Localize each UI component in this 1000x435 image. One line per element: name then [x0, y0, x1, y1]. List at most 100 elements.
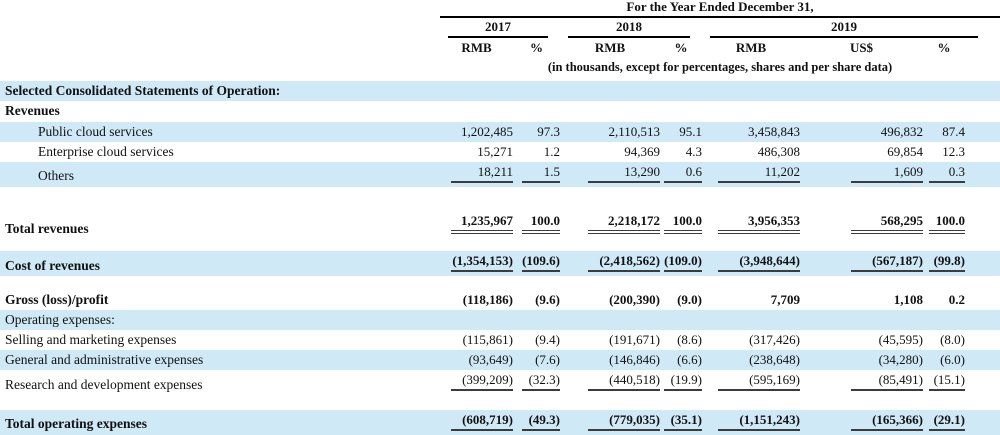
cell-value: 0.3: [923, 161, 965, 187]
cell-value: [440, 309, 513, 331]
year-2019-cell: 2019: [702, 18, 1000, 39]
table-row: Gross (loss)/profit (118,186) (9.6) (200,39…: [0, 290, 1000, 310]
row-fill: [965, 370, 1000, 395]
cell-value: 568,295: [800, 211, 923, 240]
cell-value: 2,110,513: [560, 121, 660, 142]
cell-value: 0.2: [948, 291, 965, 307]
row-label: Selected Consolidated Statements of Oper…: [0, 81, 440, 102]
cell-value: [440, 101, 513, 121]
cell-value: 69,854: [887, 143, 923, 159]
cell-value: 1.5: [513, 161, 560, 187]
cell-value: [440, 81, 513, 102]
cell-value: 18,211: [440, 161, 513, 187]
cell-value: 1,609: [800, 161, 923, 187]
cell-value: [560, 101, 660, 121]
row-fill: [965, 251, 1000, 276]
units-note: (in thousands, except for percentages, s…: [547, 60, 893, 75]
cell-value: (3,948,644): [702, 251, 800, 276]
header-label-spacer: [0, 38, 440, 57]
row-label: Public cloud services: [0, 121, 440, 142]
cell-value: 4.3: [685, 143, 702, 159]
col-header-pct-2017: %: [530, 40, 543, 56]
col-header-pct-2019: %: [937, 40, 951, 56]
cell-value: [702, 101, 800, 121]
cell-value: (8.6): [677, 332, 702, 348]
spacer-row: [0, 395, 1000, 411]
cell-value: [660, 81, 702, 102]
row-fill: [965, 211, 1000, 240]
cell-value: (1,151,243): [702, 410, 800, 435]
row-fill: [965, 330, 1000, 350]
cell-value: 7,709: [770, 291, 800, 307]
cell-value: 100.0: [923, 211, 965, 240]
header-label-spacer: [0, 0, 440, 18]
period-header-cell: For the Year Ended December 31,: [440, 0, 1000, 19]
period-header-row: For the Year Ended December 31,: [0, 0, 1000, 19]
cell-value: 87.4: [923, 121, 965, 142]
cell-value: [660, 309, 702, 331]
cell-value: (595,169): [702, 370, 800, 395]
row-fill: [965, 309, 1000, 331]
cell-value: (109.6): [513, 251, 560, 276]
cell-value: [923, 309, 965, 331]
cell-value: (191,671): [609, 332, 660, 348]
row-fill: [965, 290, 1000, 310]
cell-value: (35.1): [660, 410, 702, 435]
row-label: Cost of revenues: [0, 251, 440, 276]
cell-value: 95.1: [660, 121, 702, 142]
cell-value: (2,418,562): [560, 251, 660, 276]
row-label: Total operating expenses: [0, 410, 440, 435]
cell-value: (1,354,153): [440, 251, 513, 276]
cell-value: (109.0): [660, 251, 702, 276]
cell-value: [702, 309, 800, 331]
row-fill: [965, 161, 1000, 187]
cell-value: (99.8): [923, 251, 965, 276]
cell-value: [513, 81, 560, 102]
col-header-rmb-2017: RMB: [461, 40, 492, 56]
year-2017-label: 2017: [448, 19, 548, 39]
cell-value: [800, 309, 923, 331]
cell-value: (45,595): [878, 332, 923, 348]
cell-value: (9.6): [535, 291, 560, 307]
cell-value: 2,218,172: [560, 211, 660, 240]
cell-value: 97.3: [513, 121, 560, 142]
table-body: Selected Consolidated Statements of Oper…: [0, 81, 1000, 435]
table-row: Total revenues 1,235,967 100.0 2,218,172 100…: [0, 211, 1000, 240]
cell-value: 100.0: [513, 211, 560, 240]
cell-value: (85,491): [800, 370, 923, 395]
cell-value: (146,846): [560, 350, 660, 371]
table-row: Selling and marketing expenses (115,861) (…: [0, 330, 1000, 350]
row-label: Total revenues: [5, 220, 89, 236]
col-header-rmb-2018: RMB: [594, 40, 626, 56]
table-row: Public cloud services 1,202,485 97.3 2,110,…: [0, 121, 1000, 142]
spacer-row: [0, 275, 1000, 290]
cell-value: (115,861): [462, 332, 513, 348]
cell-value: (317,426): [749, 332, 800, 348]
header-fill: [965, 38, 1000, 57]
year-2018-label: 2018: [568, 19, 690, 39]
table-row: Cost of revenues (1,354,153) (109.6) (2,418…: [0, 251, 1000, 276]
cell-value: [513, 309, 560, 331]
row-label: Operating expenses:: [0, 309, 440, 331]
row-label: Research and development expenses: [5, 376, 203, 392]
spacer-row: [0, 186, 1000, 211]
cell-value: 3,458,843: [702, 121, 800, 142]
table-row: Total operating expenses (608,719) (49.3)(…: [0, 410, 1000, 435]
cell-value: (238,648): [702, 350, 800, 371]
currency-header-row: RMB % RMB % RMB US$ %: [0, 38, 1000, 57]
cell-value: 13,290: [560, 161, 660, 187]
cell-value: (8.0): [940, 332, 965, 348]
cell-value: (6.6): [660, 350, 702, 371]
row-label: Revenues: [5, 103, 60, 119]
cell-value: (29.1): [923, 410, 965, 435]
cell-value: [660, 101, 702, 121]
row-fill: [965, 121, 1000, 142]
spacer-cell: [0, 395, 1000, 411]
cell-value: 1,202,485: [440, 121, 513, 142]
cell-value: (93,649): [440, 350, 513, 371]
cell-value: 94,369: [624, 143, 660, 159]
col-header-rmb-2019: RMB: [735, 40, 767, 56]
year-header-row: 2017 2018 2019: [0, 18, 1000, 39]
cell-value: [560, 309, 660, 331]
cell-value: (200,390): [609, 291, 660, 307]
